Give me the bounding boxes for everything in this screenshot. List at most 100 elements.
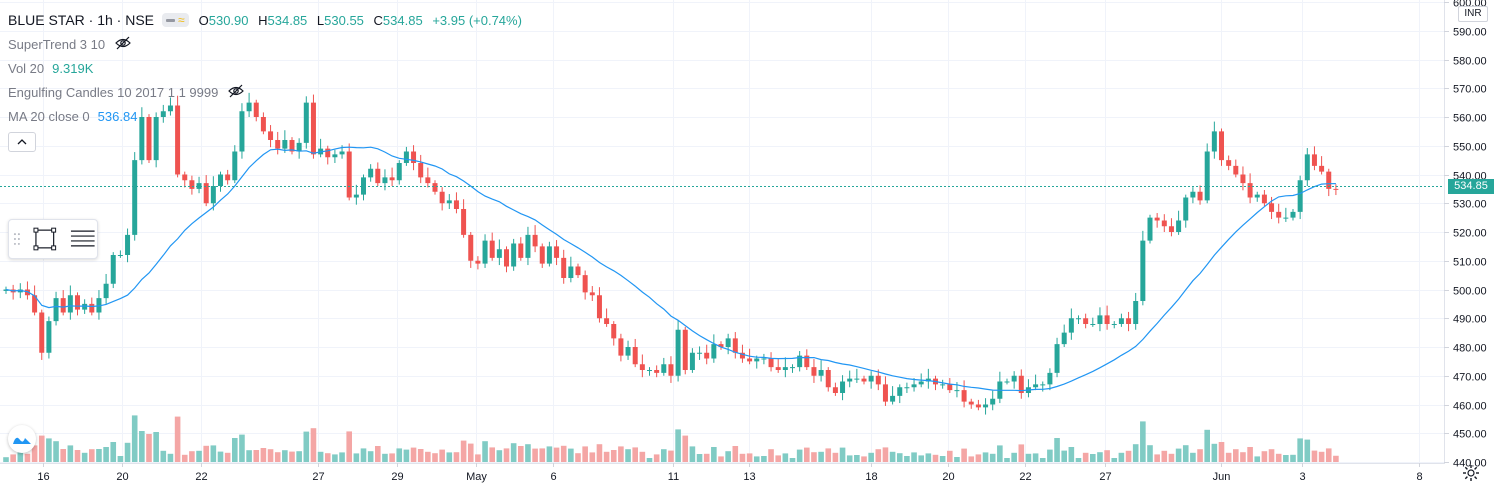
volume-bar (896, 453, 903, 462)
volume-bar (46, 438, 52, 462)
open-label: O (198, 12, 209, 28)
volume-bar (1132, 444, 1139, 462)
price-tick-label: 440.00 (1453, 458, 1487, 470)
candle-body (575, 266, 581, 276)
volume-bar (875, 449, 882, 462)
candle-body (947, 384, 953, 391)
volume-bar (453, 452, 460, 462)
lines-icon[interactable] (69, 226, 97, 252)
candle-body (1104, 315, 1110, 324)
volume-bar (89, 449, 95, 462)
candle-body (346, 151, 352, 198)
candle-body (239, 111, 245, 152)
candle-body (1068, 318, 1074, 333)
volume-bar (1175, 448, 1182, 462)
candle-body (482, 240, 488, 264)
volume-bar (167, 453, 174, 462)
indicator-supertrend[interactable]: SuperTrend 3 10 (8, 32, 528, 56)
candle-body (253, 102, 259, 117)
volume-bar (1032, 453, 1039, 462)
time-tick-label: 22 (1019, 471, 1031, 483)
price-tick-label: 520.00 (1453, 228, 1487, 240)
volume-bar (789, 458, 796, 462)
volume-bar (982, 452, 989, 462)
volume-bar (1075, 458, 1082, 462)
indicator-engulfing[interactable]: Engulfing Candles 10 2017 1 1 9999 (8, 80, 528, 104)
price-tick-label: 450.00 (1453, 429, 1487, 441)
candle-body (1254, 194, 1260, 198)
volume-bar (217, 451, 224, 462)
candle-body (961, 390, 967, 402)
candle-body (468, 234, 474, 261)
candle-body (1090, 324, 1096, 325)
floating-drawing-toolbar[interactable] (8, 219, 98, 259)
volume-bar (1004, 458, 1010, 462)
volume-bar (360, 448, 367, 462)
volume-bar (954, 457, 960, 462)
candle-body (604, 318, 610, 324)
volume-bar (296, 451, 302, 462)
candle-body (146, 117, 152, 161)
volume-bar (553, 447, 560, 462)
volume-bar (253, 450, 260, 462)
collapse-legend-button[interactable] (8, 132, 36, 152)
eye-hidden-icon[interactable] (228, 84, 245, 101)
volume-bar (1197, 449, 1203, 462)
candle-body (668, 364, 674, 376)
candle-body (1047, 372, 1053, 385)
rectangle-tool-icon[interactable] (32, 226, 58, 252)
volume-bar (131, 415, 138, 462)
volume-bar (1068, 447, 1075, 462)
candle-body (368, 168, 374, 178)
volume-bar (1168, 453, 1175, 462)
candle-body (225, 174, 231, 181)
volume-bar (518, 446, 524, 462)
close-label: C (373, 12, 383, 28)
volume-bar (1161, 450, 1168, 462)
time-tick-label: 27 (1099, 471, 1111, 483)
candle-body (1147, 217, 1153, 241)
volume-bar (889, 451, 896, 462)
volume-bar (60, 449, 66, 462)
candle-body (639, 364, 645, 370)
volume-bar (1275, 453, 1282, 462)
volume-bar (410, 447, 417, 462)
indicator-volume[interactable]: Vol 20 9.319K (8, 56, 528, 80)
eye-hidden-icon[interactable] (115, 36, 131, 53)
candle-body (1004, 381, 1010, 383)
currency-label[interactable]: INR (1458, 6, 1488, 22)
candle-body (918, 381, 924, 385)
volume-bar (1311, 450, 1318, 462)
volume-bar (503, 448, 510, 462)
market-status-pill[interactable]: ≈ (162, 13, 189, 27)
volume-bar (1104, 450, 1110, 462)
volume-bar (210, 445, 217, 462)
volume-bar (446, 452, 453, 462)
candle-body (1083, 318, 1089, 324)
volume-bar (1039, 458, 1046, 462)
volume-bar (232, 438, 238, 462)
candle-body (325, 148, 331, 158)
candle-body (1226, 160, 1232, 166)
candle-body (1183, 197, 1189, 221)
candle-body (689, 352, 695, 370)
volume-bar (1082, 452, 1089, 462)
candle-body (1290, 211, 1296, 218)
candle-body (1176, 220, 1182, 232)
candle-body (1168, 226, 1174, 232)
ma-line (5, 146, 1336, 392)
open-value: 530.90 (208, 12, 249, 28)
symbol-title[interactable]: BLUE STAR · 1h · NSE (8, 12, 155, 28)
volume-bar (818, 451, 824, 462)
volume-bar (382, 453, 388, 462)
tradingview-logo-icon[interactable] (8, 425, 36, 453)
settings-gear-icon[interactable] (1462, 464, 1480, 487)
price-tick-label: 550.00 (1453, 142, 1487, 154)
candle-body (704, 352, 710, 359)
candle-body (983, 404, 989, 408)
candle-body (1097, 315, 1103, 324)
volume-bar (324, 453, 331, 462)
indicator-ma[interactable]: MA 20 close 0 536.84 (8, 104, 528, 128)
candle-body (189, 180, 195, 189)
